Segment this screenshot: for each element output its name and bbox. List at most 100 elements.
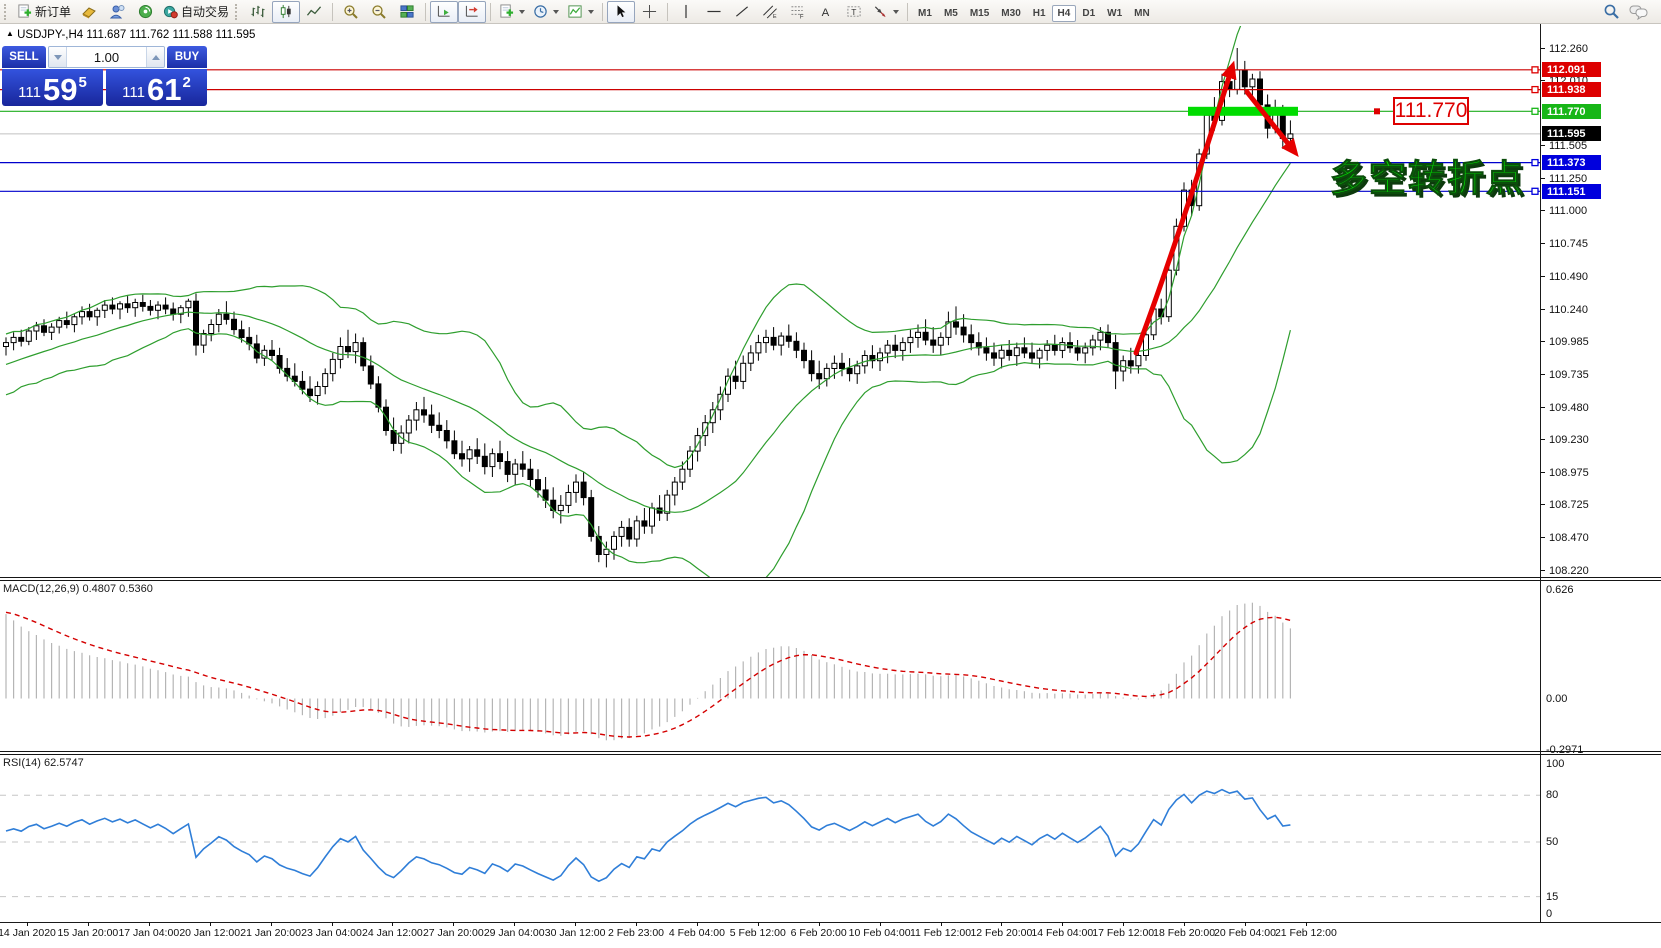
- chat-button[interactable]: [1625, 1, 1653, 23]
- price-tick: 110.240: [1541, 303, 1588, 316]
- toolbar: 新订单 自动交易: [0, 0, 1661, 24]
- time-label: 18 Feb 20:00: [1153, 927, 1216, 939]
- timeframe-h4-button[interactable]: H4: [1051, 4, 1077, 22]
- price-tag: 111.151: [1542, 184, 1601, 199]
- news-button[interactable]: [131, 1, 159, 23]
- price-tick-label: 109.230: [1549, 433, 1589, 446]
- trendline-button[interactable]: [728, 1, 756, 23]
- ask-prefix: 111: [122, 84, 145, 101]
- price-callout-box[interactable]: 111.770: [1393, 97, 1469, 125]
- up-trend-arrow[interactable]: [1133, 60, 1237, 356]
- equidistant-channel-button[interactable]: E: [756, 1, 784, 23]
- zoom-out-button[interactable]: [365, 1, 393, 23]
- candlestick-icon: [280, 4, 291, 19]
- rsi-axis-label: 80: [1546, 789, 1559, 801]
- price-tick: 109.735: [1541, 368, 1589, 381]
- toolbar-right-group: [1597, 1, 1653, 23]
- time-label: 30 Jan 12:00: [544, 927, 606, 939]
- price-tick: 111.250: [1541, 172, 1587, 185]
- symbol-name: USDJPY-,H4: [17, 29, 84, 41]
- arrows-shapes-button[interactable]: [868, 1, 903, 23]
- timeframe-group: M1 M5 M15 M30 H1 H4 D1 W1 MN: [912, 3, 1156, 22]
- volume-value[interactable]: 1.00: [93, 49, 120, 65]
- svg-text:A: A: [822, 7, 830, 19]
- pane-divider[interactable]: [0, 751, 1661, 755]
- time-tick: [514, 922, 516, 926]
- time-label: 17 Jan 04:00: [118, 927, 180, 939]
- turning-point-text[interactable]: 多空转折点: [1330, 158, 1525, 200]
- timeframe-d1-button[interactable]: D1: [1082, 7, 1096, 19]
- time-label: 12 Feb 20:00: [970, 927, 1033, 939]
- cursor-button[interactable]: [607, 0, 636, 23]
- macd-axis-label: 0.00: [1546, 693, 1568, 705]
- time-tick: [1245, 922, 1246, 926]
- line-anchor-icon: [1531, 187, 1539, 195]
- indicators-button[interactable]: [563, 1, 598, 23]
- price-tick: 108.220: [1541, 564, 1589, 577]
- timeframe-m30-button[interactable]: M30: [1001, 7, 1021, 19]
- volume-increase-button[interactable]: [146, 47, 164, 67]
- bid-price-button[interactable]: 111 59 5: [2, 69, 103, 106]
- chart-shift-icon: [465, 5, 478, 17]
- buy-button[interactable]: BUY: [167, 46, 207, 68]
- macd-pane[interactable]: [5, 602, 1292, 741]
- timeframe-mn-button[interactable]: MN: [1134, 7, 1150, 19]
- search-icon: [1604, 4, 1619, 19]
- ask-big-figure: 61: [146, 72, 182, 107]
- tile-windows-button[interactable]: [393, 1, 421, 23]
- highlight-band-object[interactable]: [1188, 106, 1298, 116]
- auto-scroll-button[interactable]: [430, 0, 459, 23]
- chart-shift-button[interactable]: [458, 0, 487, 23]
- templates-button[interactable]: [495, 1, 529, 23]
- price-tag: 111.770: [1542, 104, 1601, 119]
- time-tick: [1123, 922, 1125, 926]
- time-tick: [453, 922, 455, 926]
- time-label: 21 Feb 12:00: [1274, 927, 1337, 939]
- timeframe-m15-button[interactable]: M15: [969, 7, 990, 19]
- price-tick-label: 110.745: [1549, 237, 1588, 250]
- line-chart-mode-button[interactable]: [300, 1, 328, 23]
- market-watch-button[interactable]: [75, 1, 103, 23]
- line-anchor-icon: [1531, 107, 1539, 115]
- fibonacci-button[interactable]: F: [784, 1, 812, 23]
- volume-decrease-button[interactable]: [49, 47, 67, 67]
- symbol-quotes: 111.687 111.762 111.588 111.595: [86, 29, 256, 41]
- autotrading-label: 自动交易: [181, 5, 230, 19]
- rsi-pane[interactable]: [0, 788, 1540, 898]
- time-label: 24 Jan 12:00: [362, 927, 423, 939]
- main-pane[interactable]: [0, 0, 1540, 597]
- timeframe-m1-button[interactable]: M1: [918, 7, 932, 19]
- vertical-line-button[interactable]: [672, 1, 700, 23]
- candle-chart-mode-button[interactable]: [272, 0, 301, 23]
- bar-chart-mode-button[interactable]: [244, 1, 272, 23]
- timeframe-w1-button[interactable]: W1: [1107, 7, 1123, 19]
- rsi-axis-label: 0: [1546, 908, 1553, 920]
- timeframe-h1-button[interactable]: H1: [1032, 7, 1046, 19]
- toolbar-separator: [332, 2, 334, 21]
- timeframe-m5-button[interactable]: M5: [943, 7, 958, 19]
- time-label: 4 Feb 04:00: [668, 927, 725, 939]
- pane-divider[interactable]: [0, 577, 1661, 581]
- bar-chart-icon: [251, 5, 265, 18]
- callout-anchor-icon: [1374, 108, 1380, 115]
- periods-button[interactable]: [529, 1, 563, 23]
- crosshair-button[interactable]: [635, 1, 663, 23]
- time-label: 23 Jan 04:00: [301, 927, 362, 939]
- text-button[interactable]: A: [812, 1, 840, 23]
- profile-button[interactable]: [103, 1, 131, 23]
- zoom-in-button[interactable]: [337, 1, 365, 23]
- horizontal-line-button[interactable]: [700, 1, 728, 23]
- time-label: 11 Feb 12:00: [909, 927, 972, 939]
- text-label-button[interactable]: T: [840, 1, 868, 23]
- ask-price-button[interactable]: 111 61 2: [106, 69, 207, 106]
- autotrading-button[interactable]: 自动交易: [159, 1, 233, 23]
- time-label: 21 Jan 20:00: [240, 927, 301, 939]
- sell-button[interactable]: SELL: [2, 46, 46, 68]
- trade-panel-price-row: 111 59 5 111 61 2: [2, 69, 207, 106]
- gold-book-icon: [82, 6, 96, 18]
- down-trend-arrow[interactable]: [1244, 89, 1299, 157]
- search-button[interactable]: [1597, 1, 1625, 23]
- new-order-button[interactable]: 新订单: [13, 1, 75, 23]
